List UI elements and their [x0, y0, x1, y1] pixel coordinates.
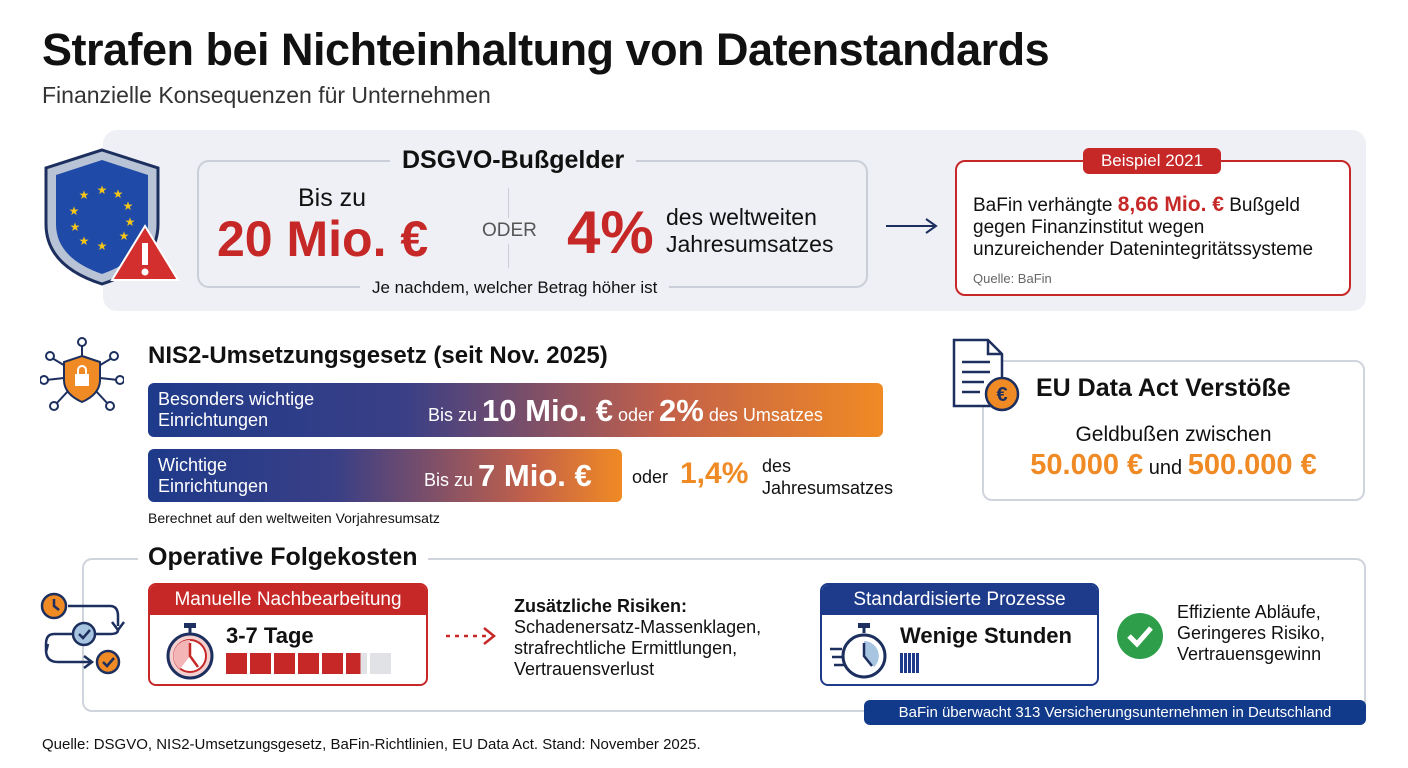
row2-label-2: Einrichtungen: [158, 476, 269, 496]
row2-percent: 1,4%: [680, 457, 749, 490]
progress-segment: [274, 653, 295, 674]
row2-desc-2: Jahresumsatzes: [762, 478, 894, 498]
manual-progress-bar: [226, 653, 391, 674]
benefit-line: Vertrauensgewinn: [1177, 644, 1322, 664]
svg-text:★: ★: [97, 183, 108, 197]
row2-desc-1: des: [762, 456, 792, 476]
progress-segment: [370, 653, 391, 674]
document-euro-icon: €: [952, 338, 1020, 412]
svg-text:★: ★: [79, 234, 90, 248]
example-box: [955, 160, 1351, 296]
network-lock-icon: [40, 337, 124, 411]
footer-source: Quelle: DSGVO, NIS2-Umsetzungsgesetz, Ba…: [42, 736, 701, 753]
manual-title: Manuelle Nachbearbeitung: [150, 585, 426, 615]
svg-text:★: ★: [97, 239, 108, 253]
svg-text:€: €: [996, 384, 1007, 406]
dsgvo-amount: 20 Mio. €: [217, 211, 429, 267]
progress-segment: [322, 653, 343, 674]
nis2-note: Berechnet auf den weltweiten Vorjahresum…: [148, 510, 440, 526]
row2-bis: Bis zu: [424, 470, 474, 490]
stopwatch-icon: [166, 623, 214, 680]
data-act-line: Geldbußen zwischen: [1075, 423, 1272, 446]
row1-label-2: Einrichtungen: [158, 410, 269, 430]
page-subtitle: Finanzielle Konsequenzen für Unternehmen: [42, 82, 491, 108]
row1-amount: 10 Mio. €: [482, 393, 613, 428]
row2-oder: oder: [632, 467, 669, 487]
row2-label-1: Wichtige: [158, 455, 228, 475]
percent-desc-1: des weltweiten: [666, 204, 817, 230]
operative-title: Operative Folgekosten: [138, 543, 428, 572]
data-act-max: 500.000 €: [1187, 449, 1317, 481]
svg-text:★: ★: [70, 220, 81, 234]
page-title: Strafen bei Nichteinhaltung von Datensta…: [42, 24, 1050, 75]
standard-title: Standardisierte Prozesse: [822, 585, 1097, 615]
example-line-3: unzureichender Datenintegritätssysteme: [973, 239, 1314, 260]
nis2-row-1: Besonders wichtige Einrichtungen Bis zu 1…: [148, 383, 883, 437]
benefit-line: Geringeres Risiko,: [1177, 623, 1326, 643]
risk-line: Vertrauensverlust: [514, 659, 655, 679]
example-text-1: BaFin verhängte: [973, 195, 1118, 216]
standard-progress-bar: [900, 653, 920, 673]
standard-duration: Wenige Stunden: [900, 623, 1072, 648]
bafin-badge: BaFin überwacht 313 Versicherungsunterne…: [864, 700, 1366, 725]
row2-amount: 7 Mio. €: [478, 458, 592, 493]
example-line-2: gegen Finanzinstitut wegen: [973, 217, 1205, 238]
risk-line: Schadenersatz-Massenklagen,: [514, 617, 762, 637]
svg-text:★: ★: [113, 187, 124, 201]
fast-stopwatch-icon: [830, 623, 887, 679]
dsgvo-note: Je nachdem, welcher Betrag höher ist: [360, 278, 670, 298]
dsgvo-title: DSGVO-Bußgelder: [390, 146, 637, 175]
row1-percent: 2%: [659, 393, 704, 428]
example-text-2: Bußgeld: [1223, 195, 1300, 216]
example-source: Quelle: BaFin: [973, 271, 1052, 286]
row1-label-1: Besonders wichtige: [158, 389, 315, 409]
progress-segment: [346, 653, 367, 674]
example-badge: Beispiel 2021: [1083, 148, 1221, 174]
svg-text:★: ★: [125, 215, 136, 229]
bis-zu-label: Bis zu: [298, 184, 367, 212]
data-act-title: EU Data Act Verstöße: [1036, 374, 1291, 403]
svg-text:★: ★: [79, 188, 90, 202]
benefits-text: Effiziente Abläufe, Geringeres Risiko, V…: [1177, 602, 1325, 665]
row1-oder: oder: [618, 405, 655, 425]
benefit-line: Effiziente Abläufe,: [1177, 602, 1321, 622]
nis2-title: NIS2-Umsetzungsgesetz (seit Nov. 2025): [148, 342, 608, 369]
oder-label: ODER: [482, 218, 537, 244]
row1-bis: Bis zu: [428, 405, 478, 425]
risks-title: Zusätzliche Risiken:: [514, 596, 688, 616]
row1-desc: des Umsatzes: [708, 405, 823, 425]
check-circle-icon: [1117, 613, 1163, 659]
progress-segment: [250, 653, 271, 674]
manual-duration: 3-7 Tage: [226, 623, 314, 648]
example-amount: 8,66 Mio. €: [1117, 193, 1224, 216]
svg-text:★: ★: [69, 204, 80, 218]
example-text: BaFin verhängte 8,66 Mio. € Bußgeld gege…: [973, 194, 1313, 261]
manual-card: Manuelle Nachbearbeitung 3-7 Tage: [148, 583, 428, 686]
workflow-icon: [40, 592, 125, 675]
standard-card: Standardisierte Prozesse Wenige Stunden: [820, 583, 1099, 686]
progress-segment: [298, 653, 319, 674]
svg-text:★: ★: [119, 229, 130, 243]
data-act-min: 50.000 €: [1030, 449, 1144, 481]
risks-text: Zusätzliche Risiken: Schadenersatz-Masse…: [514, 596, 761, 680]
data-act-und: und: [1148, 457, 1183, 479]
risk-line: strafrechtliche Ermittlungen,: [514, 638, 738, 658]
dotted-arrow-icon: [446, 627, 497, 645]
percent-desc-2: Jahresumsatzes: [666, 231, 834, 257]
svg-text:★: ★: [123, 199, 134, 213]
data-act-box: [982, 360, 1365, 501]
eu-shield-warning-icon: ★ ★★★★★★★★★: [44, 148, 180, 286]
nis2-row-2: Wichtige Einrichtungen Bis zu 7 Mio. €: [148, 449, 622, 502]
dsgvo-percent: 4%: [567, 199, 654, 266]
arrow-right-icon: [886, 218, 938, 234]
percent-desc: des weltweiten Jahresumsatzes: [666, 204, 833, 258]
progress-segment: [226, 653, 247, 674]
